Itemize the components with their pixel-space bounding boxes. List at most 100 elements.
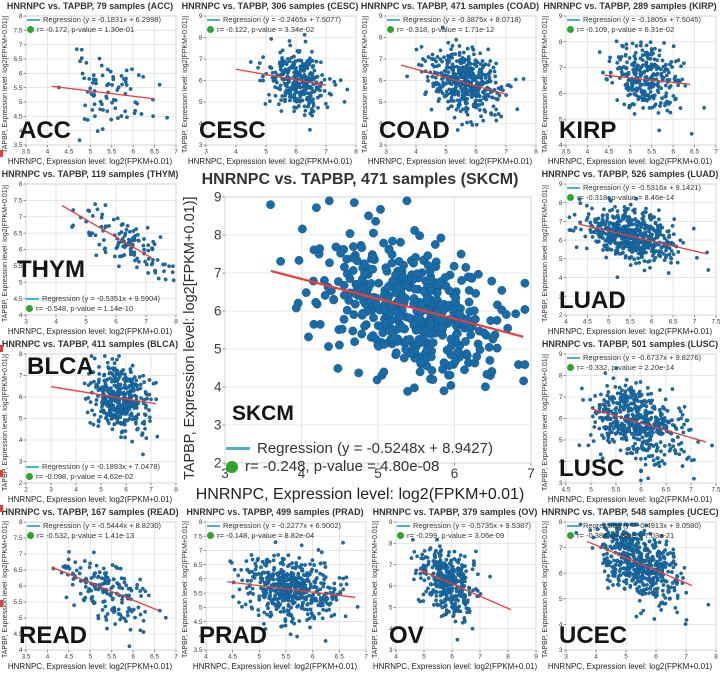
- svg-text:4: 4: [199, 121, 203, 128]
- y-axis-label: TAPBP, Expression level: log2[FPKM+0.01)…: [372, 521, 379, 659]
- y-axis-label: TAPBP, Expression level: log2[FPKM+0.01)…: [542, 521, 549, 659]
- svg-text:5.5: 5.5: [13, 85, 22, 92]
- svg-text:6: 6: [311, 654, 315, 661]
- scatter-plot: 3.5 4 4.5 5 5.5 6 6.5 7 4 4.5 5 5.5 6 6.5 7 7.5 8 Regres…: [11, 519, 180, 661]
- svg-text:4: 4: [199, 633, 203, 640]
- panel-coad: HNRNPC vs. TAPBP, 471 samples (COAD) TAP…: [360, 0, 540, 168]
- svg-text:6: 6: [19, 394, 23, 401]
- panel-title: HNRNPC vs. TAPBP, 499 samples (PRAD): [186, 507, 364, 517]
- svg-text:4.5: 4.5: [604, 149, 613, 156]
- x-axis-label: HNRNPC, Expression level: log2(FPKM+0.01…: [7, 495, 173, 504]
- panel-title: HNRNPC vs. TAPBP, 501 samples (LUSC): [541, 339, 719, 349]
- svg-text:6.5: 6.5: [13, 230, 22, 237]
- y-axis-label: TAPBP, Expression level: log2[FPKM+0.01)…: [542, 354, 549, 491]
- svg-text:3.5: 3.5: [561, 149, 570, 156]
- svg-text:5: 5: [607, 319, 611, 326]
- panel-title: HNRNPC vs. TAPBP, 167 samples (READ): [1, 507, 179, 517]
- x-axis-label: HNRNPC, Expression level: log2(FPKM+0.01…: [367, 157, 533, 166]
- svg-text:7: 7: [689, 487, 693, 494]
- y-axis-label: TAPBP, Expression level: log2[FPKM+0.01)…: [362, 16, 369, 153]
- scatter-plot: 3.5 4 4.5 5 5.5 6 6.5 7 4 5 6 7 8 9 Regression (y = -…: [551, 13, 720, 156]
- panel-title: HNRNPC vs. TAPBP, 79 samples (ACC): [6, 1, 174, 11]
- panel-title: HNRNPC vs. TAPBP, 411 samples (BLCA): [1, 339, 179, 349]
- scatter-svg: 4.5 5 5.5 6 6.5 7 7.5 3 4 5 6 7 8 9: [559, 351, 720, 494]
- x-axis-label: HNRNPC, Expression level: log2(FPKM+0.01…: [187, 157, 353, 166]
- svg-text:6: 6: [559, 91, 563, 98]
- svg-text:3: 3: [559, 480, 563, 487]
- svg-text:5: 5: [84, 319, 88, 326]
- x-axis-label: HNRNPC, Expression level: log2(FPKM+0.01…: [195, 486, 525, 503]
- svg-text:3: 3: [214, 418, 222, 433]
- svg-text:3: 3: [24, 319, 28, 326]
- svg-text:6: 6: [474, 149, 478, 156]
- panel-title: HNRNPC vs. TAPBP, 379 samples (OV): [372, 507, 538, 517]
- svg-text:5: 5: [422, 654, 426, 661]
- panel-acc: HNRNPC vs. TAPBP, 79 samples (ACC) TAPBP…: [0, 0, 180, 168]
- svg-text:9: 9: [379, 13, 383, 20]
- y-axis-label: TAPBP, Expression level: log2[FPKM+0.01)…: [542, 16, 549, 153]
- svg-text:7: 7: [559, 394, 563, 401]
- svg-text:7: 7: [199, 548, 203, 555]
- red-edge-artifact: [0, 600, 3, 607]
- scatter-plot: 4 4.5 5 5.5 6 6.5 7 3.5 4 4.5 5 5.5 6 6.5 7 7.5 8 Regres…: [191, 519, 370, 661]
- svg-text:5.5: 5.5: [193, 590, 202, 597]
- svg-text:5: 5: [199, 99, 203, 106]
- y-axis-label: TAPBP, Expression level: log2[FPKM+0.01)…: [182, 16, 189, 153]
- svg-text:8: 8: [214, 228, 222, 243]
- svg-text:4: 4: [564, 319, 568, 326]
- svg-text:6: 6: [114, 319, 118, 326]
- x-axis-label: HNRNPC, Expression level: log2(FPKM+0.01…: [547, 662, 713, 671]
- x-axis-label: HNRNPC, Expression level: log2(FPKM+0.01…: [547, 495, 713, 504]
- svg-text:4: 4: [204, 654, 208, 661]
- svg-text:7: 7: [324, 149, 328, 156]
- red-edge-artifact: [0, 470, 3, 477]
- svg-text:8: 8: [19, 519, 23, 526]
- svg-text:4: 4: [214, 380, 222, 395]
- svg-text:6: 6: [19, 71, 23, 78]
- y-axis-label: TAPBP, Expression level: log2[FPKM+0.01)…: [2, 521, 9, 659]
- svg-text:4.5: 4.5: [583, 319, 592, 326]
- svg-text:7.5: 7.5: [13, 535, 22, 542]
- svg-text:4: 4: [74, 487, 78, 494]
- svg-text:3.5: 3.5: [193, 647, 202, 654]
- svg-text:4.5: 4.5: [561, 487, 570, 494]
- svg-text:8: 8: [19, 13, 23, 20]
- svg-text:5: 5: [199, 605, 203, 612]
- svg-text:9: 9: [559, 181, 563, 188]
- svg-text:7: 7: [714, 149, 718, 156]
- svg-text:3: 3: [49, 487, 53, 494]
- svg-text:6: 6: [650, 319, 654, 326]
- svg-text:6: 6: [124, 487, 128, 494]
- svg-text:4: 4: [414, 149, 418, 156]
- panel-title: HNRNPC vs. TAPBP, 306 samples (CESC): [181, 1, 359, 11]
- svg-text:7: 7: [199, 56, 203, 63]
- panel-title: HNRNPC vs. TAPBP, 471 samples (SKCM): [201, 171, 519, 188]
- svg-text:8: 8: [559, 39, 563, 46]
- svg-text:6.5: 6.5: [150, 654, 159, 661]
- svg-text:5: 5: [379, 99, 383, 106]
- y-axis-label: TAPBP, Expression level: log2[FPKM+0.01)…: [182, 521, 189, 659]
- svg-text:7: 7: [478, 654, 482, 661]
- scatter-svg: 3.5 4 4.5 5 5.5 6 6.5 7 3.5 4 4.5 5 5.5 6 6.5 7 7.5 8: [13, 13, 178, 156]
- svg-text:5.5: 5.5: [13, 599, 22, 606]
- svg-text:5: 5: [559, 437, 563, 444]
- svg-text:6.5: 6.5: [150, 149, 159, 156]
- scatter-plot: 4 4.5 5 5.5 6 6.5 7 7.5 2 3 4 5 6 7 8 9 Regression (y =…: [551, 181, 720, 326]
- panel-cesc: HNRNPC vs. TAPBP, 306 samples (CESC) TAP…: [180, 0, 360, 168]
- panel-ucec: HNRNPC vs. TAPBP, 548 samples (UCEC) TAP…: [540, 506, 720, 673]
- scatter-svg: 2 3 4 5 6 7 8 2 3 4 5 6 7 8: [19, 351, 178, 494]
- svg-text:8: 8: [199, 519, 203, 526]
- svg-text:5: 5: [19, 416, 23, 423]
- svg-text:5: 5: [258, 654, 262, 661]
- scatter-svg: 3 4 5 6 7 8 3 4 5 6 7 8: [559, 519, 718, 660]
- svg-text:6: 6: [199, 78, 203, 85]
- svg-text:4: 4: [559, 142, 563, 149]
- svg-text:7: 7: [174, 149, 178, 156]
- y-axis-label: TAPBP, Expression level: log2[FPKM+0.01)…: [542, 185, 549, 322]
- svg-text:5: 5: [628, 149, 632, 156]
- x-axis-label: HNRNPC, Expression level: log2(FPKM+0.01…: [7, 662, 173, 671]
- svg-text:4: 4: [46, 654, 50, 661]
